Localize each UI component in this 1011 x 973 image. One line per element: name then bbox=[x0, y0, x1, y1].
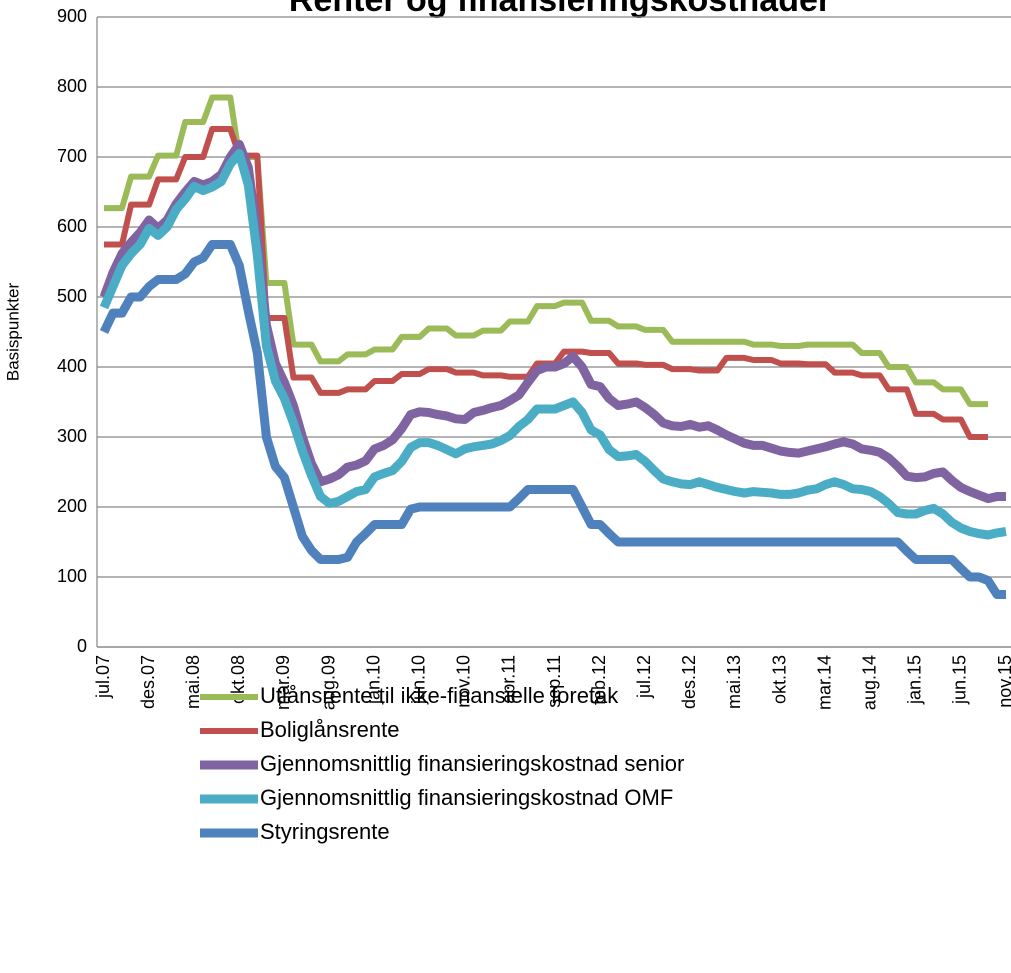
y-tick-label: 400 bbox=[57, 356, 87, 376]
x-tick-label: feb.12 bbox=[589, 655, 609, 705]
x-tick-label: nov.10 bbox=[454, 655, 474, 708]
x-tick-label: des.07 bbox=[138, 655, 158, 709]
x-tick-label: jan.10 bbox=[363, 655, 383, 705]
y-tick-label: 0 bbox=[77, 636, 87, 656]
x-tick-label: mar.14 bbox=[814, 655, 834, 710]
legend-label: Boliglånsrente bbox=[260, 717, 399, 742]
y-axis-label: Basispunkter bbox=[3, 283, 22, 382]
x-tick-label: jan.15 bbox=[905, 655, 925, 705]
y-tick-label: 300 bbox=[57, 426, 87, 446]
series-line bbox=[99, 149, 1007, 540]
y-tick-label: 200 bbox=[57, 496, 87, 516]
x-tick-label: jun.15 bbox=[950, 655, 970, 705]
legend-label: Gjennomsnittlig finansieringskostnad OMF bbox=[260, 785, 673, 810]
legend-label: Utlånsrente til ikke-finansielle foretak bbox=[260, 683, 619, 708]
y-tick-label: 900 bbox=[57, 6, 87, 26]
x-tick-label: sep.11 bbox=[544, 655, 564, 708]
x-tick-label: apr.11 bbox=[499, 655, 519, 704]
y-tick-label: 100 bbox=[57, 566, 87, 586]
x-tick-label: jul.12 bbox=[634, 655, 654, 699]
x-tick-label: jul.07 bbox=[93, 655, 113, 699]
series-line bbox=[99, 139, 1006, 504]
series-line bbox=[104, 126, 988, 440]
x-tick-label: aug.14 bbox=[859, 655, 879, 710]
y-tick-label: 600 bbox=[57, 216, 87, 236]
chart-title: Renter og finansieringskostnader bbox=[289, 0, 831, 19]
legend-label: Styringsrente bbox=[260, 819, 390, 844]
series-line bbox=[99, 240, 1006, 599]
legend-label: Gjennomsnittlig finansieringskostnad sen… bbox=[260, 751, 684, 776]
x-tick-label: mai.08 bbox=[183, 655, 203, 709]
y-tick-label: 700 bbox=[57, 146, 87, 166]
x-tick-label: mai.13 bbox=[724, 655, 744, 709]
x-tick-label: jun.10 bbox=[408, 655, 428, 705]
y-tick-label: 800 bbox=[57, 76, 87, 96]
x-tick-label: aug.09 bbox=[318, 655, 338, 710]
x-tick-label: nov.15 bbox=[995, 655, 1011, 708]
x-tick-label: mar.09 bbox=[273, 655, 293, 710]
x-tick-label: okt.08 bbox=[228, 655, 248, 704]
y-tick-label: 500 bbox=[57, 286, 87, 306]
x-tick-label: okt.13 bbox=[769, 655, 789, 704]
x-tick-label: des.12 bbox=[679, 655, 699, 709]
